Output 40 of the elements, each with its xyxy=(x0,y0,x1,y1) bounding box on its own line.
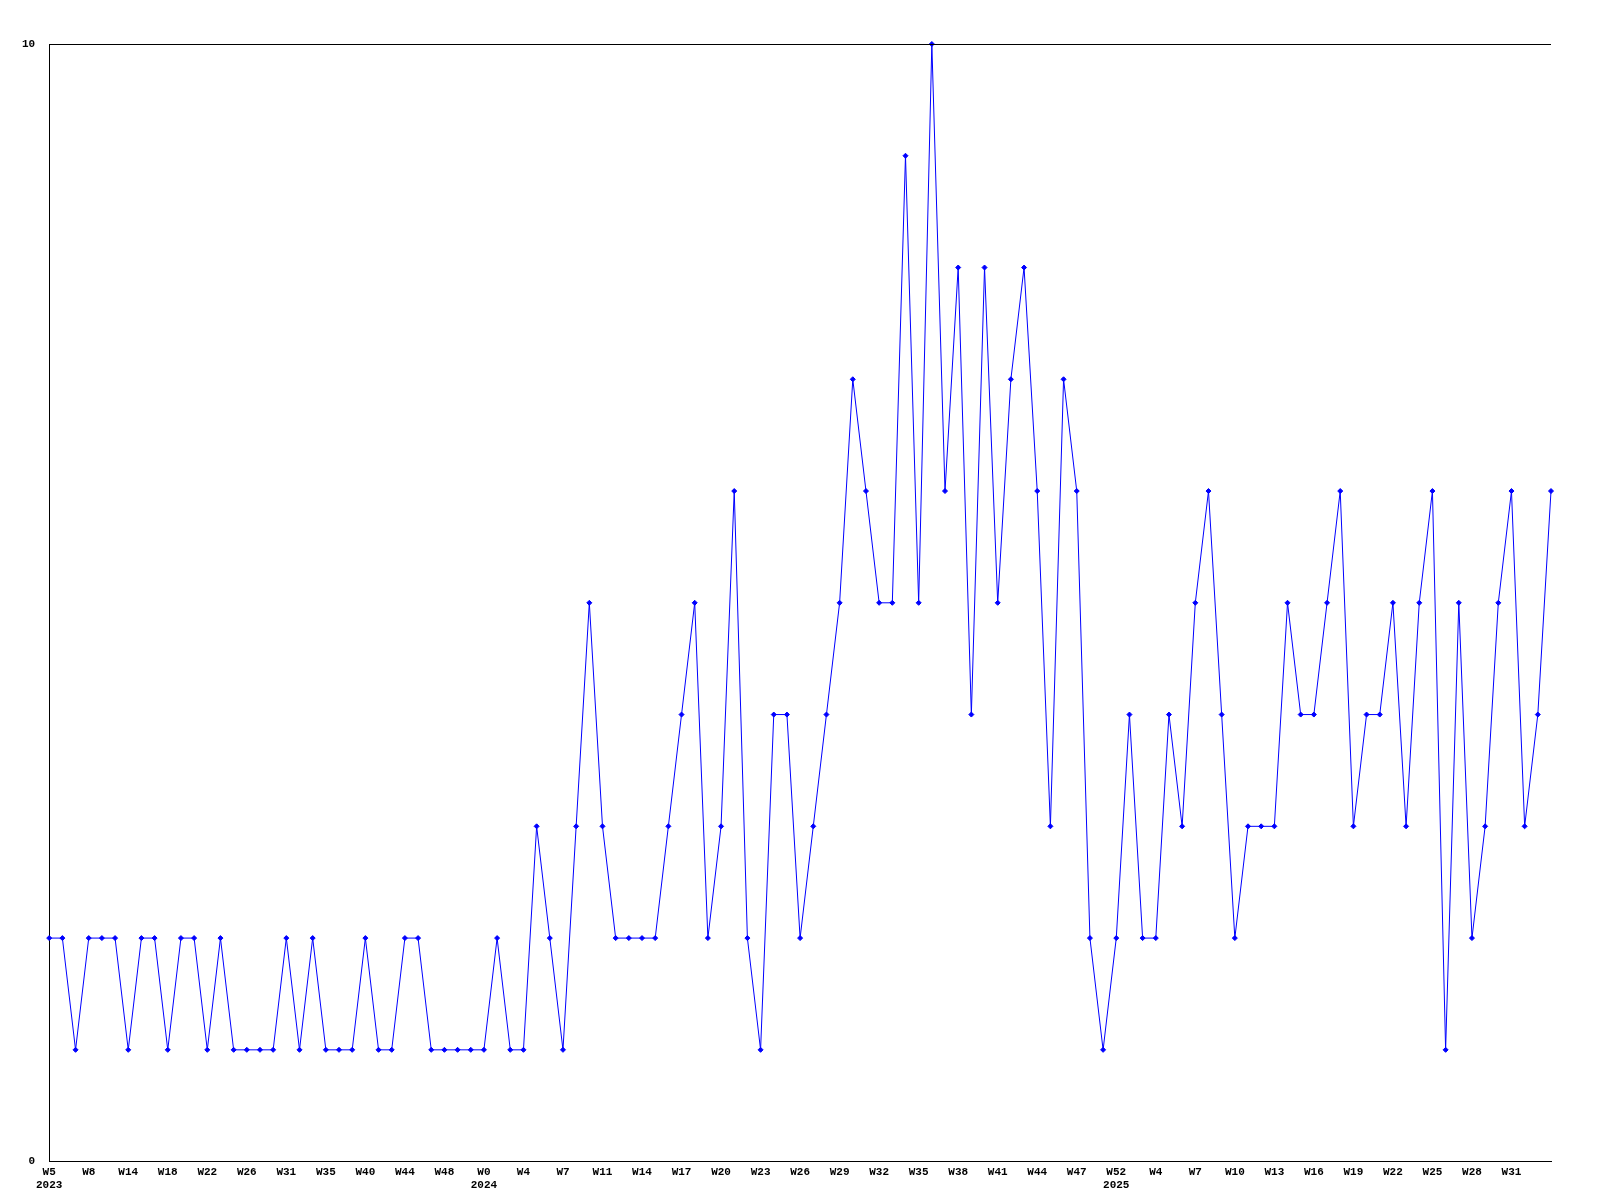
x-tick-label: W16 xyxy=(1303,1165,1324,1178)
x-tick-label: W7 xyxy=(1188,1165,1202,1178)
x-tick-label: W4 xyxy=(1149,1165,1163,1178)
x-tick-label: W28 xyxy=(1462,1165,1483,1178)
x-tick-label: W38 xyxy=(948,1165,969,1178)
x-tick-label: W18 xyxy=(157,1165,179,1178)
x-tick-label: W8 xyxy=(82,1165,96,1178)
x-tick-label: W19 xyxy=(1343,1165,1364,1178)
x-tick-label: W26 xyxy=(236,1165,257,1178)
y-tick-label: 10 xyxy=(22,37,36,50)
x-tick-label: W13 xyxy=(1264,1165,1285,1178)
x-tick-label: W20 xyxy=(711,1165,731,1178)
x-tick-label: W35 xyxy=(315,1165,337,1178)
x-tick-label: W10 xyxy=(1224,1165,1245,1178)
x-tick-label: W47 xyxy=(1066,1165,1087,1178)
x-tick-label: W23 xyxy=(750,1165,771,1178)
x-tick-label: W52 2025 xyxy=(1103,1165,1130,1192)
x-tick-label: W14 xyxy=(632,1165,653,1178)
x-tick-label: W11 xyxy=(592,1165,613,1178)
x-tick-label: W22 xyxy=(197,1165,218,1178)
x-tick-label: W44 xyxy=(394,1165,416,1178)
x-tick-label: W14 xyxy=(118,1165,139,1178)
x-tick-label: W0 2024 xyxy=(470,1165,498,1192)
x-tick-label: W35 xyxy=(908,1165,929,1178)
x-tick-label: W29 xyxy=(829,1165,850,1178)
x-tick-label: W4 xyxy=(516,1165,531,1178)
x-tick-label: W31 xyxy=(276,1165,297,1178)
x-tick-label: W5 2023 xyxy=(36,1165,63,1192)
x-tick-label: W25 xyxy=(1422,1165,1443,1178)
x-tick-label: W26 xyxy=(790,1165,811,1178)
x-tick-label: W7 xyxy=(556,1165,570,1178)
x-tick-label: W32 xyxy=(869,1165,890,1178)
x-tick-label: W41 xyxy=(987,1165,1008,1178)
x-tick-label: W31 xyxy=(1501,1165,1522,1178)
x-tick-label: W22 xyxy=(1383,1165,1403,1178)
y-tick-label: 0 xyxy=(28,1155,36,1168)
x-tick-label: W44 xyxy=(1027,1165,1048,1178)
x-tick-label: W48 xyxy=(434,1165,455,1178)
x-tick-label: W40 xyxy=(355,1165,376,1178)
x-tick-label: W17 xyxy=(671,1165,692,1178)
